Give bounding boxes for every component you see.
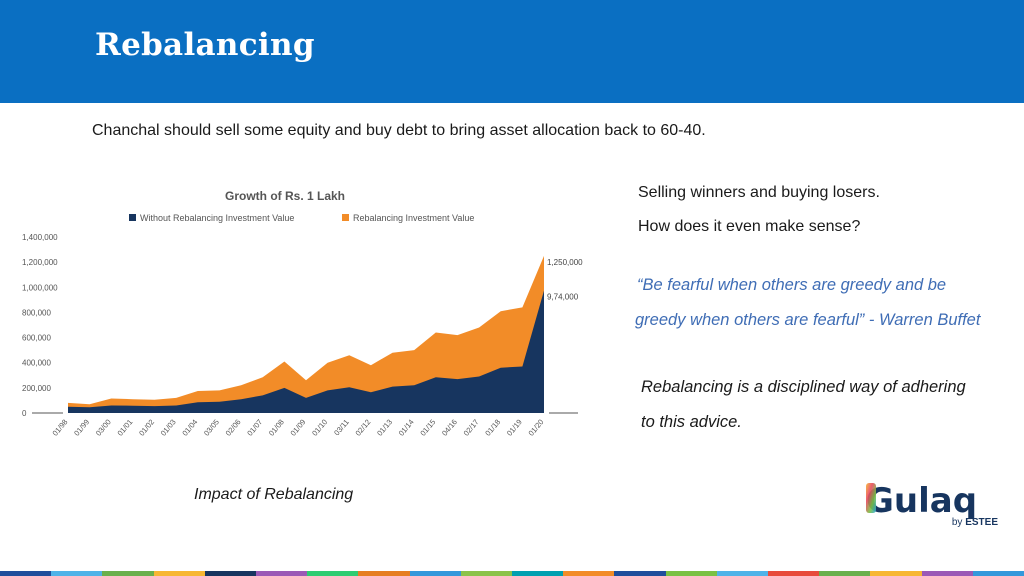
data-label: 9,74,000 [547,293,579,302]
logo-color-mark [866,483,876,513]
plot-area [32,255,578,414]
x-tick-label: 01/15 [418,418,437,438]
y-tick-label: 1,400,000 [22,233,58,242]
strip-segment [102,571,154,576]
x-tick-label: 01/03 [159,418,178,438]
advice-line-2: to this advice. [641,413,742,431]
data-labels: 1,250,000 9,74,000 [547,258,583,302]
strip-segment [512,571,564,576]
y-tick-label: 800,000 [22,308,51,317]
strip-segment [0,571,52,576]
strip-segment [665,571,717,576]
series-area-rebalancing [68,255,544,413]
x-tick-label: 01/08 [267,418,286,438]
x-tick-label: 01/07 [245,418,264,438]
x-tick-label: 02/06 [224,418,243,438]
strip-segment [716,571,769,576]
strip-segment [409,571,461,576]
logo-subtitle: by ESTEE [952,517,998,528]
bottom-color-strip [0,571,1024,576]
strip-segment [153,571,205,576]
legend-swatch-without [129,214,136,221]
x-tick-label: 01/98 [51,418,70,438]
y-tick-label: 600,000 [22,334,51,343]
legend-label-without: Without Rebalancing Investment Value [140,213,294,223]
x-tick-label: 01/20 [527,418,546,438]
gulaq-logo: Gulaq by ESTEE [866,480,1000,528]
chart-title: Growth of Rs. 1 Lakh [225,189,345,203]
strip-segment [204,571,257,576]
strip-segment [614,571,666,576]
strip-segment [358,571,410,576]
strip-segment [460,571,513,576]
intro-text: Chanchal should sell some equity and buy… [92,122,706,139]
x-tick-label: 03/00 [94,418,113,438]
x-tick-label: 01/01 [115,418,134,438]
growth-chart-svg: Growth of Rs. 1 Lakh Without Rebalancing… [22,189,583,438]
side-text-line-1: Selling winners and buying losers. [638,184,880,201]
quote-line-2: greedy when others are fearful” - Warren… [635,311,981,329]
gulaq-logo-svg: Gulaq by ESTEE [866,481,998,528]
data-label: 1,250,000 [547,258,583,267]
side-text-line-2: How does it even make sense? [638,218,861,235]
x-tick-label: 01/09 [289,418,308,438]
x-tick-label: 01/14 [397,418,416,438]
strip-segment [768,571,820,576]
y-tick-label: 1,000,000 [22,283,58,292]
x-axis: 01/98 01/99 03/00 01/01 01/02 01/03 01/04 03/05… [51,418,546,438]
logo-wordmark: Gulaq [866,481,977,521]
legend-label-rebalancing: Rebalancing Investment Value [353,213,474,223]
chart-caption: Impact of Rebalancing [194,486,354,503]
strip-segment [921,571,973,576]
y-axis: 1,400,000 1,200,000 1,000,000 800,000 600,00… [22,233,58,418]
x-tick-label: 01/18 [483,418,502,438]
x-tick-label: 03/11 [332,418,351,438]
x-tick-label: 01/04 [180,418,199,438]
advice-line-1: Rebalancing is a disciplined way of adhe… [641,378,966,396]
growth-chart: Growth of Rs. 1 Lakh Without Rebalancing… [18,180,620,462]
series-area-without-rebalancing [68,290,544,413]
strip-segment [870,571,922,576]
strip-segment [819,571,871,576]
x-tick-label: 01/19 [505,418,524,438]
x-tick-label: 01/10 [310,418,329,438]
y-tick-label: 1,200,000 [22,258,58,267]
x-tick-label: 01/99 [72,418,91,438]
x-tick-label: 04/16 [440,418,459,438]
y-tick-label: 0 [22,409,27,418]
x-tick-label: 02/17 [462,418,481,438]
strip-segment [972,571,1024,576]
x-tick-label: 03/05 [202,418,221,438]
x-tick-label: 02/12 [353,418,372,438]
strip-segment [563,571,615,576]
x-tick-label: 01/13 [375,418,394,438]
strip-segment [307,571,359,576]
legend-swatch-rebalancing [342,214,349,221]
title-bar: Rebalancing [0,0,1024,103]
x-tick-label: 01/02 [137,418,156,438]
strip-segment [256,571,308,576]
y-tick-label: 400,000 [22,359,51,368]
strip-segment [51,571,103,576]
y-tick-label: 200,000 [22,384,51,393]
slide-title: Rebalancing [95,27,315,63]
quote-line-1: “Be fearful when others are greedy and b… [637,276,947,294]
